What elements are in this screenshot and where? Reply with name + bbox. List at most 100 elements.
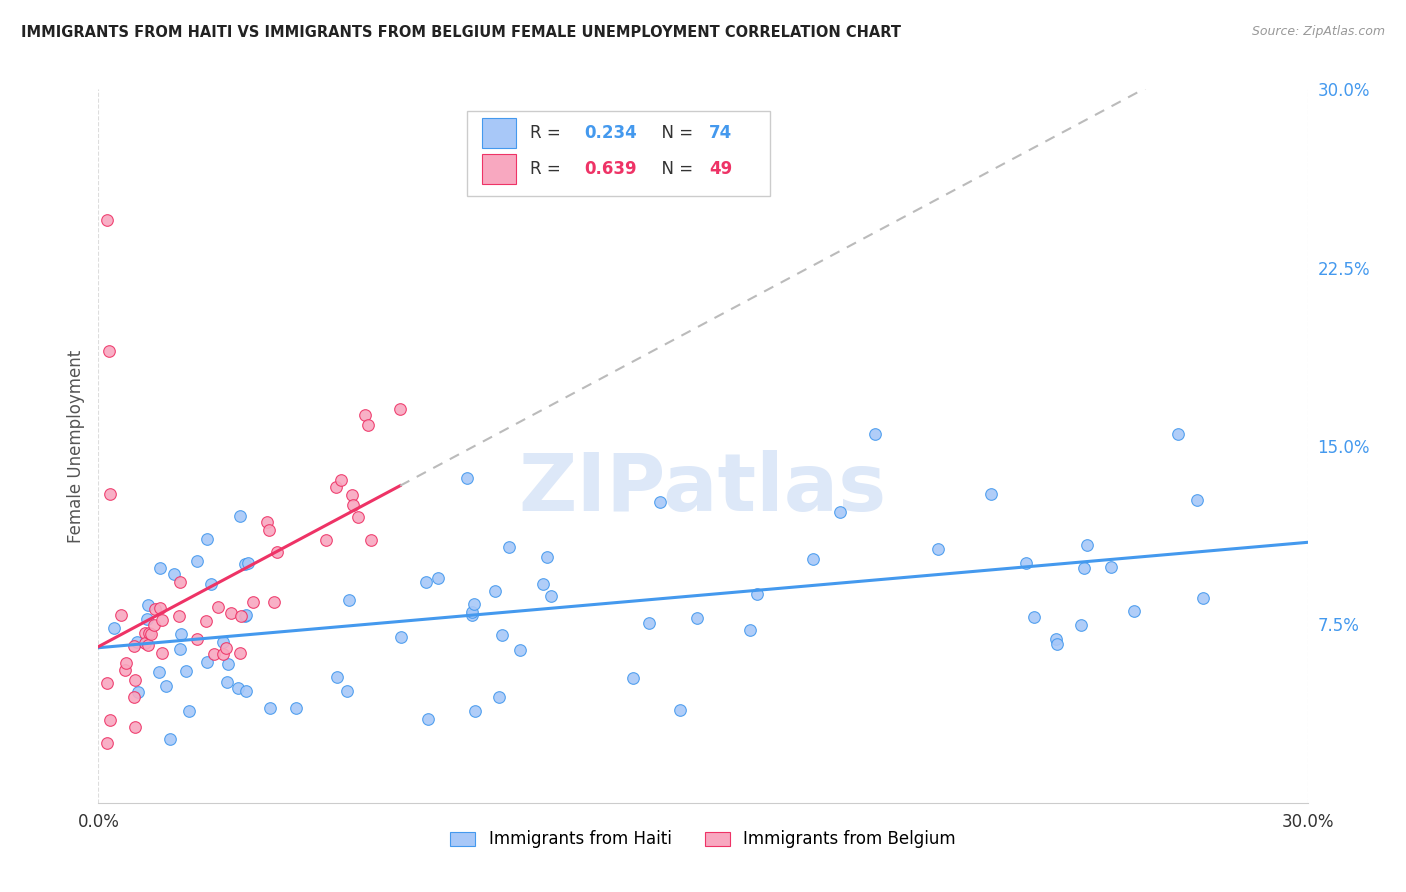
Point (464, 704, 486, 718)
Point (235, 608, 257, 623)
Point (1045, 632, 1067, 646)
Point (357, 418, 380, 433)
FancyBboxPatch shape (482, 154, 516, 184)
Point (1046, 637, 1069, 651)
Point (150, 646, 173, 660)
Point (1070, 617, 1092, 632)
Point (285, 700, 308, 714)
Point (669, 703, 692, 717)
Point (488, 690, 510, 704)
Point (484, 583, 506, 598)
Point (136, 612, 159, 626)
Point (353, 409, 375, 423)
Point (229, 508, 252, 523)
Point (212, 648, 235, 662)
Point (360, 533, 382, 548)
Point (233, 609, 256, 624)
Point (460, 608, 482, 623)
Point (540, 589, 562, 603)
Point (536, 550, 558, 565)
Point (1122, 604, 1144, 618)
Point (138, 638, 160, 652)
Point (149, 601, 172, 615)
Point (257, 524, 280, 538)
Point (159, 732, 181, 747)
Point (128, 685, 150, 699)
Point (167, 608, 190, 623)
Point (927, 542, 949, 557)
Point (226, 681, 249, 696)
Point (491, 628, 513, 642)
Point (335, 684, 357, 698)
Point (315, 533, 337, 548)
Point (98, 343, 121, 358)
Point (738, 623, 761, 637)
Point (96, 736, 118, 750)
Point (259, 700, 281, 714)
Point (197, 656, 219, 670)
Point (217, 657, 239, 671)
Point (233, 558, 256, 572)
Point (648, 495, 671, 509)
Point (186, 554, 208, 568)
Point (238, 556, 260, 570)
Point (325, 480, 347, 494)
Point (200, 577, 222, 591)
Point (215, 675, 238, 690)
Point (415, 575, 437, 590)
Point (427, 571, 450, 585)
Point (498, 540, 520, 554)
Point (134, 625, 156, 640)
Point (219, 606, 242, 620)
Point (621, 671, 644, 685)
Point (114, 663, 136, 677)
Point (96, 675, 118, 690)
Point (139, 626, 162, 640)
Point (235, 684, 257, 698)
FancyBboxPatch shape (467, 111, 769, 196)
Point (169, 574, 191, 589)
Text: 49: 49 (709, 161, 733, 178)
Text: N =: N = (651, 125, 699, 143)
Point (531, 577, 554, 591)
Point (389, 401, 412, 416)
Point (340, 488, 363, 502)
Text: 0.234: 0.234 (585, 125, 637, 143)
Point (177, 704, 200, 718)
Point (745, 587, 768, 601)
Point (150, 613, 173, 627)
Point (143, 602, 166, 616)
Point (347, 509, 370, 524)
Point (1191, 591, 1213, 605)
Point (124, 720, 146, 734)
Point (263, 594, 285, 608)
Point (416, 713, 439, 727)
FancyBboxPatch shape (482, 119, 516, 148)
Point (389, 630, 412, 644)
Text: Source: ZipAtlas.com: Source: ZipAtlas.com (1251, 25, 1385, 38)
Point (463, 598, 485, 612)
Point (326, 670, 349, 684)
Point (329, 473, 352, 487)
Point (169, 641, 191, 656)
Text: R =: R = (530, 125, 567, 143)
Point (256, 515, 278, 529)
Point (195, 614, 218, 628)
Point (136, 598, 159, 612)
Text: N =: N = (651, 161, 699, 178)
Point (801, 551, 824, 566)
Point (110, 607, 132, 622)
Point (461, 605, 484, 619)
Point (1022, 610, 1045, 624)
Legend: Immigrants from Haiti, Immigrants from Belgium: Immigrants from Haiti, Immigrants from B… (443, 824, 963, 855)
Point (980, 486, 1002, 500)
Point (134, 635, 156, 649)
Point (215, 641, 238, 656)
Point (138, 625, 160, 640)
Point (122, 690, 145, 704)
Point (830, 505, 852, 519)
Point (686, 610, 709, 624)
Point (186, 632, 208, 647)
Point (1015, 556, 1038, 570)
Point (342, 499, 364, 513)
